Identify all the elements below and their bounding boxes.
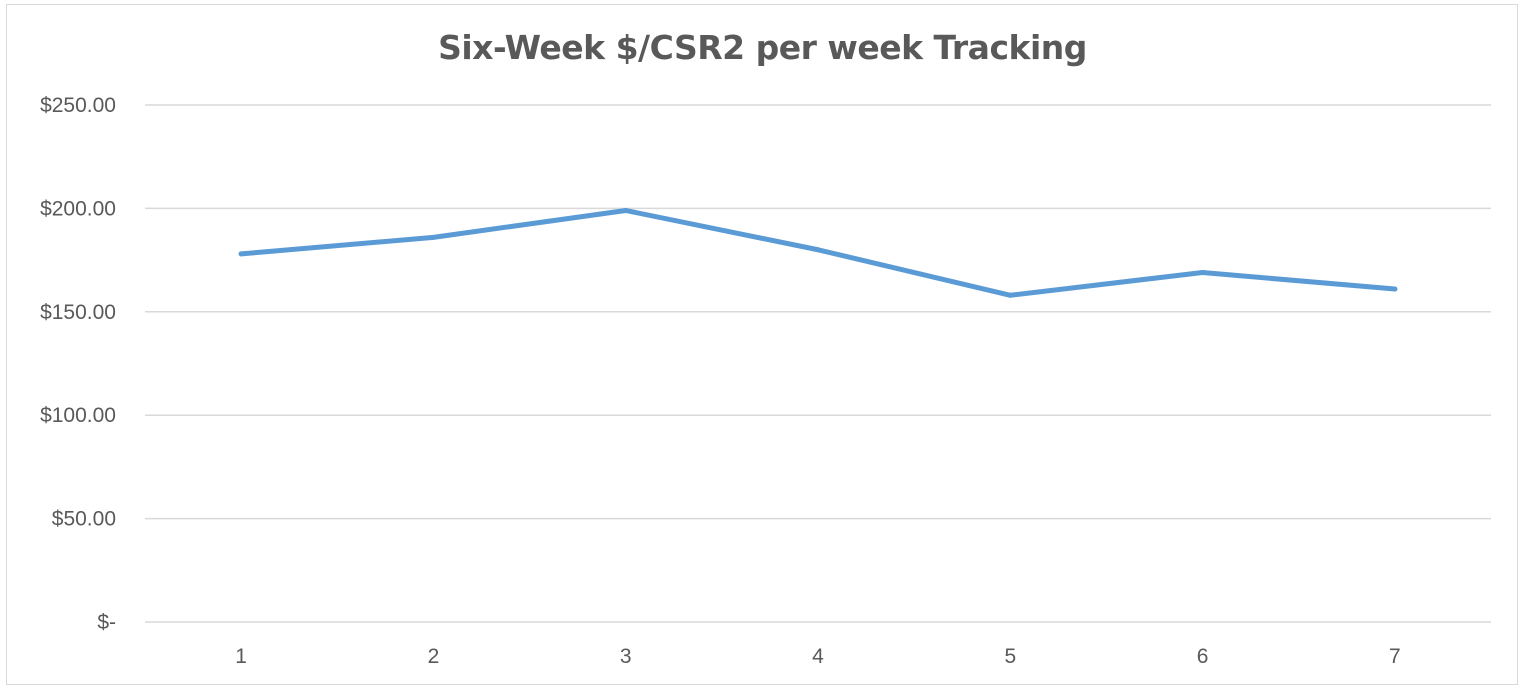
data-point — [815, 247, 821, 253]
y-tick-label: $100.00 — [40, 404, 116, 427]
y-tick-label: $- — [97, 611, 116, 634]
data-point — [623, 207, 629, 213]
data-point — [1392, 286, 1398, 292]
data-point — [1007, 292, 1013, 298]
x-tick-label: 3 — [620, 645, 632, 668]
series-line — [238, 207, 1398, 298]
y-tick-label: $50.00 — [52, 508, 116, 531]
series-layer — [238, 207, 1398, 298]
chart-title: Six-Week $/CSR2 per week Tracking — [438, 28, 1087, 67]
x-tick-label: 5 — [1004, 645, 1016, 668]
y-tick-label: $150.00 — [40, 301, 116, 324]
data-point — [238, 251, 244, 257]
data-point — [1200, 270, 1206, 276]
x-tick-label: 2 — [428, 645, 440, 668]
chart-frame — [6, 4, 1518, 685]
x-tick-label: 1 — [235, 645, 247, 668]
gridlines — [145, 104, 1491, 623]
y-axis-ticks: $- $50.00 $100.00 $150.00 $200.00 $250.00 — [40, 94, 116, 634]
x-tick-label: 7 — [1389, 645, 1401, 668]
data-point — [430, 234, 436, 240]
x-axis-ticks: 1 2 3 4 5 6 7 — [235, 645, 1400, 668]
y-tick-label: $250.00 — [40, 94, 116, 117]
y-tick-label: $200.00 — [40, 197, 116, 220]
x-tick-label: 6 — [1197, 645, 1209, 668]
x-tick-label: 4 — [812, 645, 824, 668]
